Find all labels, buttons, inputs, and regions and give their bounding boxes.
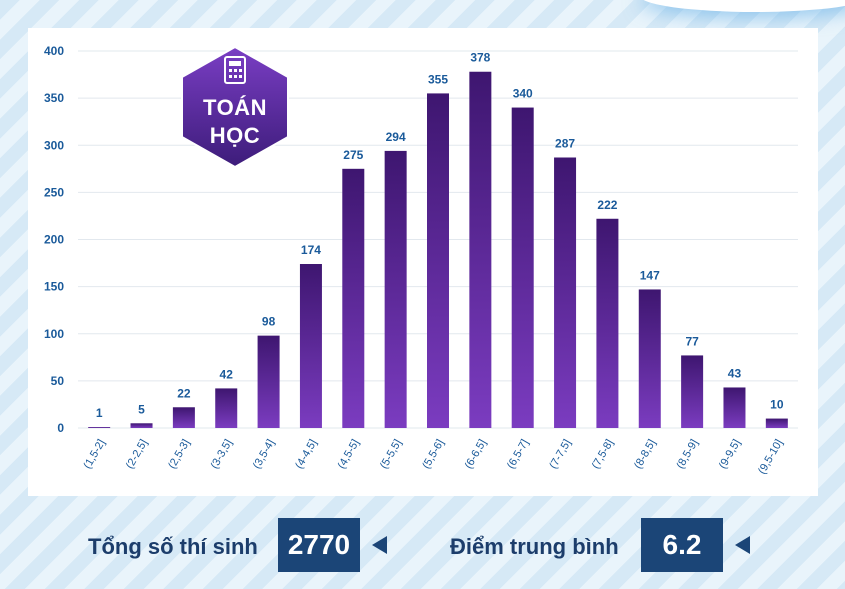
y-tick-label: 50: [51, 374, 65, 388]
total-candidates-value: 2770: [278, 518, 360, 572]
bar: [257, 335, 280, 428]
bar-value-label: 340: [513, 87, 533, 101]
bar-value-label: 42: [220, 367, 234, 381]
x-tick-label: (8,5-9]: [674, 438, 700, 472]
bar-value-label: 22: [177, 386, 191, 400]
badge-title-line2: HỌC: [209, 123, 261, 148]
bar: [172, 407, 195, 428]
bar-value-label: 77: [685, 334, 699, 348]
x-tick-label: (3,5-4]: [251, 438, 277, 472]
bar-value-label: 222: [597, 198, 617, 212]
y-tick-label: 250: [44, 185, 64, 199]
bar-value-label: 294: [386, 130, 406, 144]
bar: [723, 387, 746, 428]
bar-value-label: 98: [262, 315, 276, 329]
bar: [299, 264, 322, 428]
x-tick-label: (2-2,5]: [124, 438, 150, 472]
bar: [511, 107, 534, 429]
pointer-left-icon: [372, 536, 387, 554]
bar: [469, 71, 492, 429]
x-tick-label: (7,5-8]: [590, 438, 616, 472]
bar-value-label: 147: [640, 268, 660, 282]
x-tick-label: (1,5-2]: [81, 438, 107, 472]
total-candidates-label: Tổng số thí sinh: [88, 534, 258, 559]
average-score-value: 6.2: [641, 518, 723, 572]
bar: [130, 423, 153, 428]
y-tick-label: 200: [44, 233, 64, 247]
bar: [638, 289, 661, 428]
bar: [596, 218, 619, 428]
x-tick-label: (7-7,5]: [547, 438, 573, 472]
y-tick-label: 100: [44, 327, 64, 341]
x-tick-label: (4-4,5]: [293, 438, 319, 472]
bar-value-label: 1: [96, 406, 103, 420]
bar-value-label: 378: [470, 51, 490, 65]
bar-value-label: 5: [138, 402, 145, 416]
bar-value-label: 275: [343, 148, 363, 162]
bar: [88, 427, 111, 428]
histogram-chart: 0 50 100 150 200 250 300 350 400 1 5 22 42 98 174 275 2…: [44, 44, 798, 477]
x-tick-label: (8-8,5]: [632, 438, 658, 472]
decorative-glow: [640, 0, 845, 12]
x-tick-label: (6,5-7]: [505, 438, 531, 472]
bar-value-label: 287: [555, 137, 575, 151]
bar-value-label: 355: [428, 72, 448, 86]
y-tick-label: 400: [44, 44, 64, 58]
bar: [342, 168, 365, 428]
x-tick-label: (6-6,5]: [463, 438, 489, 472]
x-tick-label: (2,5-3]: [166, 438, 192, 472]
y-tick-label: 150: [44, 280, 64, 294]
x-tick-label: (3-3,5]: [209, 438, 235, 472]
bar: [427, 93, 449, 428]
bar-value-label: 43: [728, 366, 742, 380]
bar-value-label: 10: [770, 398, 784, 412]
bar: [384, 150, 407, 428]
x-tick-label: (9,5-10]: [756, 438, 785, 477]
subject-badge: TOÁN HỌC: [180, 45, 290, 169]
y-tick-label: 300: [44, 138, 64, 152]
badge-title-line1: TOÁN: [203, 95, 267, 120]
bar: [215, 388, 238, 428]
y-tick-label: 350: [44, 91, 64, 105]
average-score-label: Điểm trung bình: [450, 534, 619, 559]
x-tick-label: (5-5,5]: [378, 438, 404, 472]
x-tick-label: (9-9,5]: [717, 438, 743, 472]
calculator-icon: [224, 56, 246, 84]
pointer-left-icon: [735, 536, 750, 554]
x-tick-label: (4,5-5]: [336, 438, 362, 472]
bar: [681, 355, 704, 428]
y-tick-label: 0: [57, 421, 64, 435]
bar-value-label: 174: [301, 243, 321, 257]
x-tick-label: (5,5-6]: [420, 438, 446, 472]
bar: [765, 418, 788, 428]
bar: [554, 157, 577, 428]
chart-panel: 0 50 100 150 200 250 300 350 400 1 5 22 42 98 174 275 2…: [28, 28, 818, 496]
